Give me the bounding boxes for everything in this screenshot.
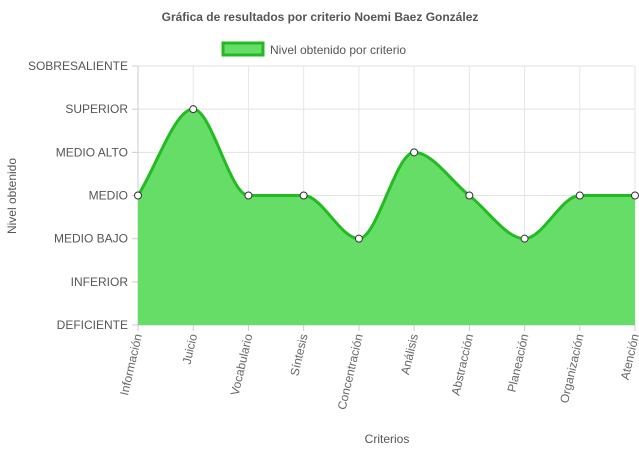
x-tick-label: Vocabulario [228, 332, 256, 397]
x-tick-label: Organización [557, 333, 587, 405]
y-tick-label: MEDIO [89, 189, 128, 203]
legend[interactable]: Nivel obtenido por criterio [221, 41, 406, 57]
x-axis-label: Criterios [365, 432, 410, 446]
y-tick-label: SUPERIOR [65, 102, 128, 116]
x-tick-label: Planeación [504, 333, 531, 394]
y-axis-label: Nivel obtenido [5, 158, 19, 234]
data-point[interactable] [134, 191, 142, 200]
data-point[interactable] [410, 148, 419, 157]
area-fill [138, 109, 635, 326]
data-point[interactable] [244, 191, 253, 200]
y-tick-label: DEFICIENTE [57, 318, 128, 332]
data-point[interactable] [631, 191, 639, 200]
series-area [134, 105, 639, 326]
y-tick-label: MEDIO BAJO [54, 232, 128, 246]
x-axis-ticks: Información Juicio Vocabulario Síntesis Conc… [117, 332, 639, 411]
legend-label: Nivel obtenido por criterio [270, 43, 406, 57]
x-tick-label: Análisis [398, 333, 421, 376]
x-tick-label: Abstracción [449, 333, 477, 397]
data-point[interactable] [299, 191, 308, 200]
legend-swatch [221, 41, 265, 57]
data-point[interactable] [520, 234, 529, 243]
x-tick-label: Juicio [180, 332, 201, 365]
y-tick-label: INFERIOR [71, 275, 129, 289]
data-point[interactable] [354, 234, 363, 243]
y-axis-ticks: DEFICIENTE INFERIOR MEDIO BAJO MEDIO MEDIO A… [28, 59, 128, 332]
series-line [136, 107, 635, 241]
y-tick-label: MEDIO ALTO [56, 145, 128, 159]
data-point[interactable] [189, 105, 198, 114]
x-tick-label: Concentración [335, 333, 366, 412]
data-point[interactable] [575, 191, 584, 200]
x-tick-label: Atención [618, 333, 639, 382]
x-tick-label: Información [117, 333, 145, 397]
y-tick-label: SOBRESALIENTE [28, 59, 128, 73]
data-point[interactable] [465, 191, 474, 200]
chart-title: Gráfica de resultados por criterio Noemi… [162, 10, 479, 24]
x-tick-label: Síntesis [287, 333, 310, 378]
